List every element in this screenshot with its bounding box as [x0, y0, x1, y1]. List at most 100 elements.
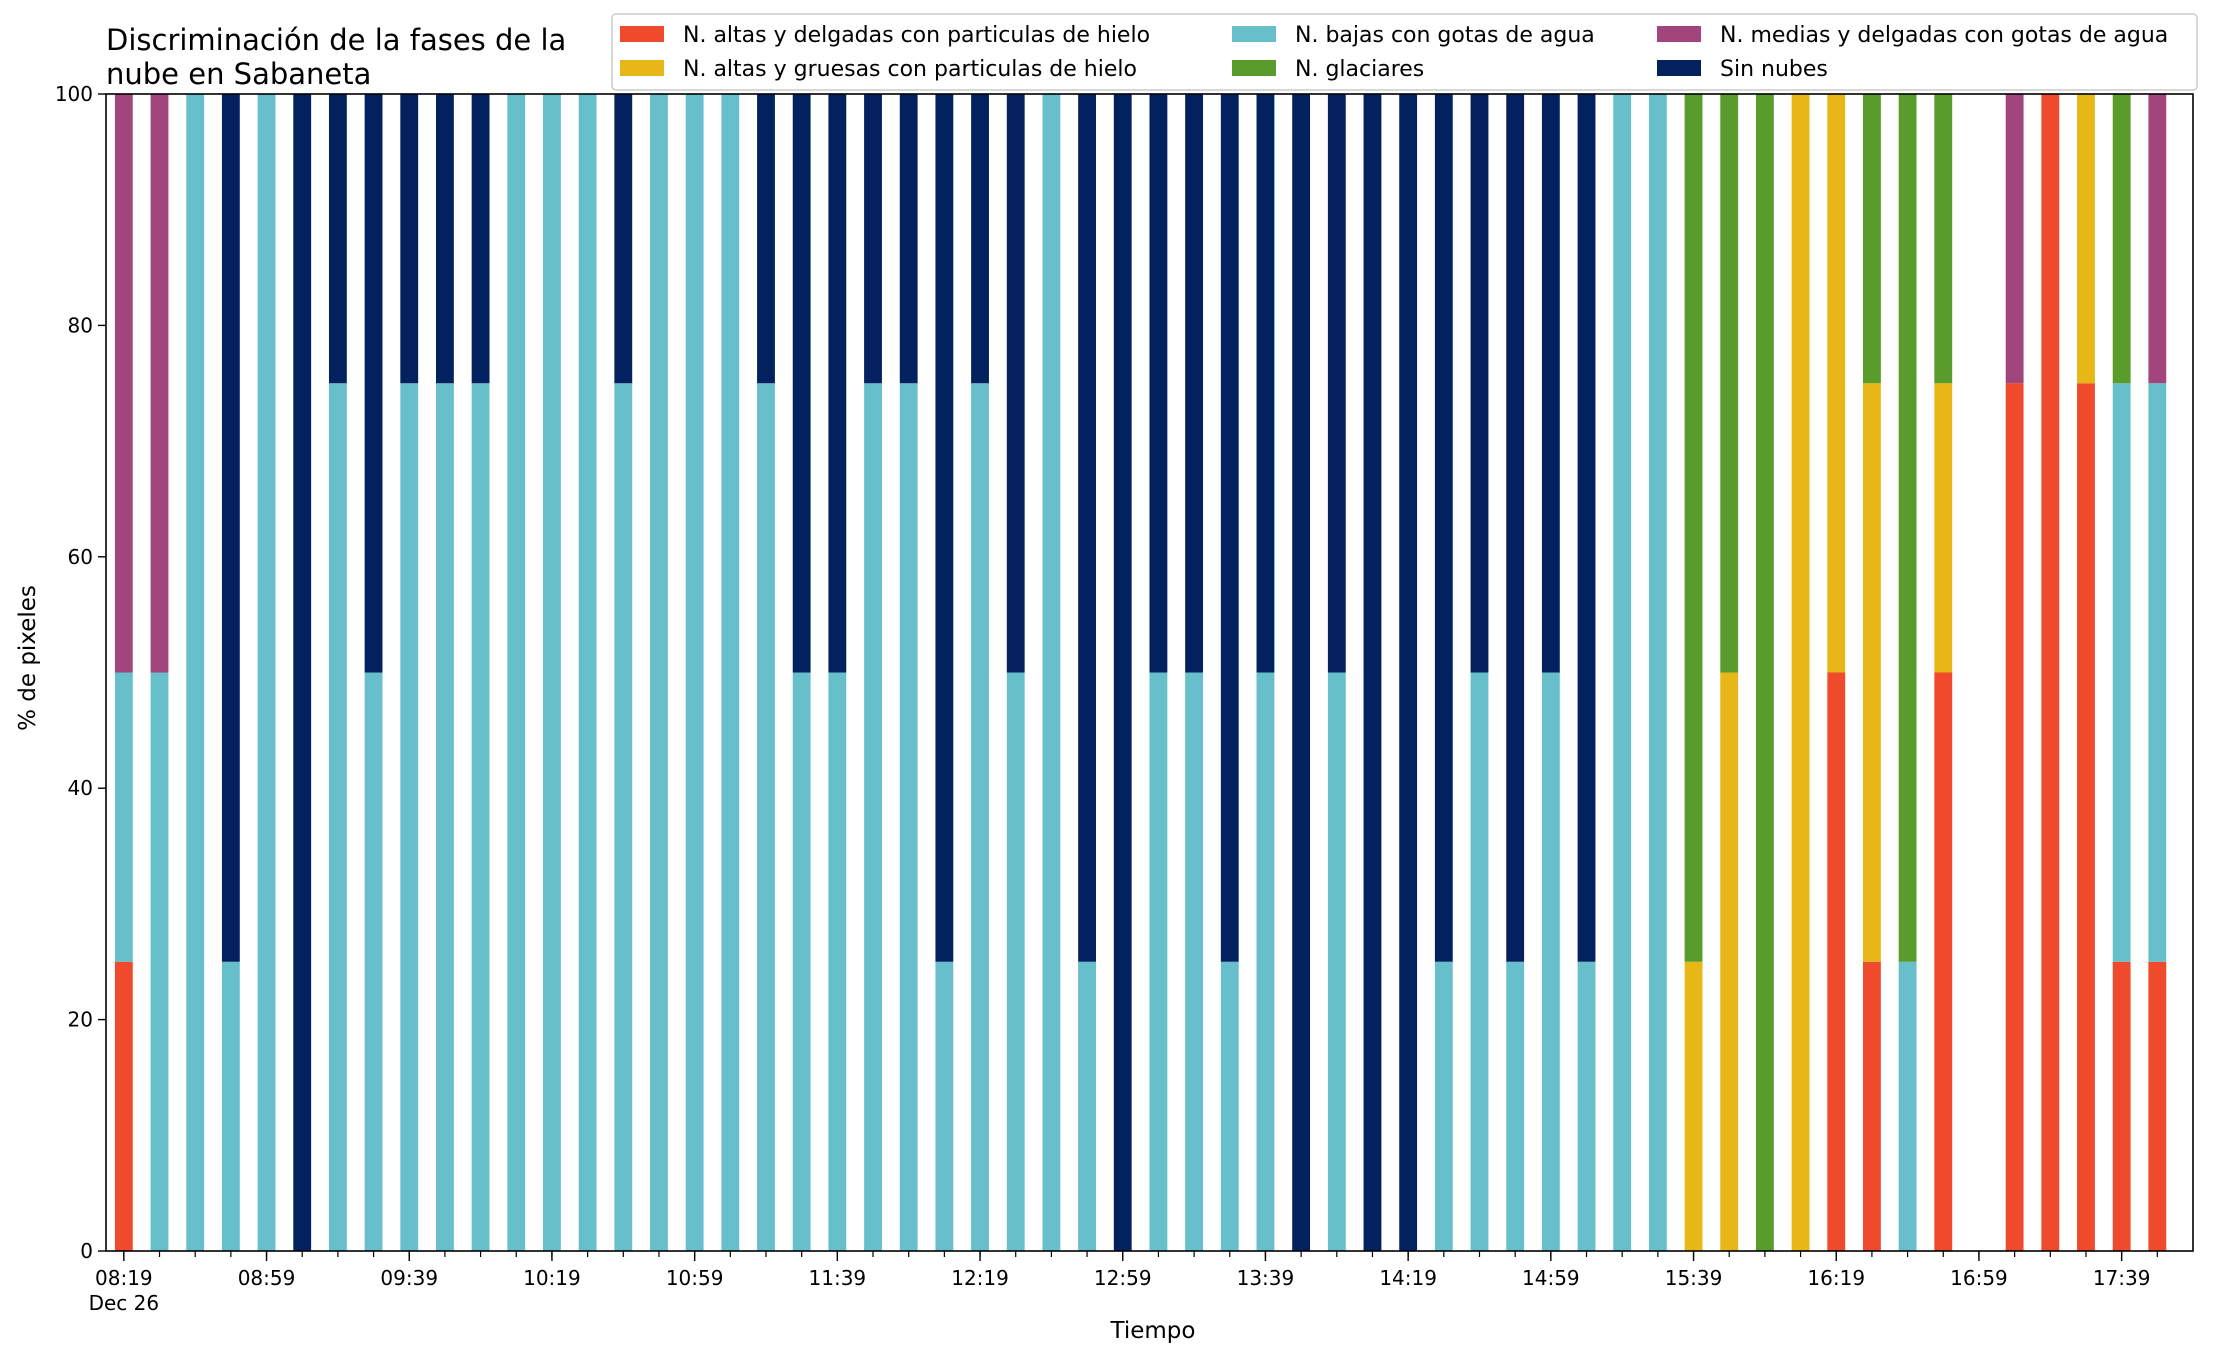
bar-segment-1429-s5 — [1434, 94, 1453, 962]
bar-segment-0909-s5 — [293, 94, 312, 1251]
legend: N. altas y delgadas con particulas de hi… — [611, 13, 2198, 91]
x-tick-label: 15:39 — [1665, 1266, 1723, 1290]
bar-segment-1749-s2 — [2148, 383, 2167, 962]
bar-segment-0929-s5 — [364, 94, 383, 673]
bar-segment-1339-s2 — [1256, 672, 1275, 1251]
bar-segment-1519-s2 — [1613, 94, 1632, 1251]
bar-segment-0819-s0 — [114, 961, 133, 1251]
bar-segment-1609-s1 — [1791, 94, 1810, 1251]
bar-segment-1209-s5 — [935, 94, 954, 962]
y-tick-label: 20 — [68, 1008, 93, 1032]
bar-segment-1129-s5 — [792, 94, 811, 673]
bar-segment-0939-s2 — [400, 383, 419, 1251]
bar-segment-1649-s3 — [1934, 94, 1953, 384]
legend-label: N. altas y delgadas con particulas de hi… — [683, 23, 1150, 48]
bar-segment-1719-s0 — [2041, 94, 2060, 1251]
bar-segment-1239-s2 — [1042, 94, 1061, 1251]
bar-segment-1159-s5 — [899, 94, 918, 384]
bar-segment-1009-s2 — [507, 94, 526, 1251]
y-axis-label: % de pixeles — [15, 585, 41, 731]
bar-segment-1639-s2 — [1898, 961, 1917, 1251]
bar-segment-0819-s2 — [114, 672, 133, 962]
bar-segment-1629-s3 — [1863, 94, 1881, 384]
bar-segment-0959-s5 — [471, 94, 490, 384]
bar-segment-1619-s1 — [1827, 94, 1846, 673]
bar-segment-1309-s5 — [1149, 94, 1168, 673]
bar-segment-0829-s4 — [150, 94, 169, 673]
x-tick-label: 16:59 — [1950, 1266, 2008, 1290]
bar-segment-1109-s2 — [721, 94, 740, 1251]
bar-segment-1329-s5 — [1220, 94, 1239, 962]
bar-segment-0919-s5 — [328, 94, 347, 384]
bar-segment-1739-s2 — [2112, 383, 2131, 962]
x-tick-label: 14:19 — [1379, 1266, 1437, 1290]
bar-segment-1229-s2 — [1006, 672, 1025, 1251]
y-tick-label: 100 — [55, 82, 93, 106]
legend-swatch — [1232, 26, 1276, 42]
bar-segment-1749-s0 — [2148, 961, 2167, 1251]
bars-group — [114, 94, 2167, 1251]
x-tick-label: 12:19 — [951, 1266, 1009, 1290]
bar-segment-1149-s5 — [864, 94, 882, 384]
bar-segment-1139-s2 — [828, 672, 847, 1251]
bar-segment-1649-s0 — [1934, 672, 1953, 1251]
bar-segment-1139-s5 — [828, 94, 847, 673]
x-tick-label: 14:59 — [1522, 1266, 1580, 1290]
bar-segment-1709-s0 — [2005, 383, 2024, 1251]
x-tick-label: 12:59 — [1094, 1266, 1152, 1290]
chart-title-line-1: Discriminación de la fases de la — [106, 23, 566, 57]
bar-segment-1459-s5 — [1541, 94, 1560, 673]
legend-box — [611, 13, 2198, 91]
bar-segment-1039-s5 — [614, 94, 633, 384]
bar-segment-1049-s2 — [650, 94, 668, 1251]
bar-segment-1729-s1 — [2077, 94, 2095, 384]
bar-segment-1359-s2 — [1327, 672, 1346, 1251]
bar-segment-1529-s2 — [1648, 94, 1667, 1251]
bar-segment-1419-s5 — [1399, 94, 1418, 1251]
bar-segment-1229-s5 — [1006, 94, 1025, 673]
bar-segment-1449-s2 — [1506, 961, 1525, 1251]
bar-segment-1429-s2 — [1434, 961, 1453, 1251]
legend-label: Sin nubes — [1720, 57, 1828, 82]
x-tick-label: 09:39 — [380, 1266, 438, 1290]
x-tick-label: 11:39 — [809, 1266, 867, 1290]
bar-segment-1219-s2 — [971, 383, 989, 1251]
bar-segment-1059-s2 — [685, 94, 704, 1251]
legend-label: N. bajas con gotas de agua — [1295, 23, 1595, 48]
bar-segment-0849-s5 — [221, 94, 240, 962]
bar-segment-1729-s0 — [2077, 383, 2095, 1251]
bar-segment-1739-s3 — [2112, 94, 2131, 384]
bar-segment-1409-s5 — [1363, 94, 1382, 1251]
bar-segment-1549-s3 — [1720, 94, 1739, 673]
bar-segment-1249-s2 — [1078, 961, 1096, 1251]
bar-segment-1539-s1 — [1684, 961, 1703, 1251]
x-tick-label: 13:39 — [1237, 1266, 1295, 1290]
legend-swatch — [620, 26, 664, 42]
bar-segment-1509-s5 — [1577, 94, 1596, 962]
bar-segment-1219-s5 — [971, 94, 989, 384]
bar-segment-1439-s5 — [1470, 94, 1489, 673]
bar-segment-1249-s5 — [1078, 94, 1096, 962]
x-axis-label: Tiempo — [1110, 1318, 1196, 1344]
bar-segment-0929-s2 — [364, 672, 383, 1251]
chart-title-line-2: nube en Sabaneta — [106, 57, 371, 91]
x-tick-label: 16:19 — [1807, 1266, 1865, 1290]
bar-segment-1129-s2 — [792, 672, 811, 1251]
bar-segment-1329-s2 — [1220, 961, 1239, 1251]
bar-segment-1639-s3 — [1898, 94, 1917, 962]
bar-segment-1319-s2 — [1185, 672, 1204, 1251]
bar-segment-1449-s5 — [1506, 94, 1525, 962]
bar-segment-1509-s2 — [1577, 961, 1596, 1251]
bar-segment-1149-s2 — [864, 383, 882, 1251]
legend-label: N. altas y gruesas con particulas de hie… — [683, 57, 1137, 82]
bar-segment-0839-s2 — [186, 94, 205, 1251]
bar-segment-1319-s5 — [1185, 94, 1204, 673]
bar-segment-1749-s4 — [2148, 94, 2167, 384]
bar-segment-1459-s2 — [1541, 672, 1560, 1251]
bar-segment-1119-s5 — [757, 94, 775, 384]
legend-label: N. glaciares — [1295, 57, 1424, 82]
legend-swatch — [1657, 26, 1701, 42]
bar-segment-1209-s2 — [935, 961, 954, 1251]
legend-swatch — [620, 60, 664, 76]
